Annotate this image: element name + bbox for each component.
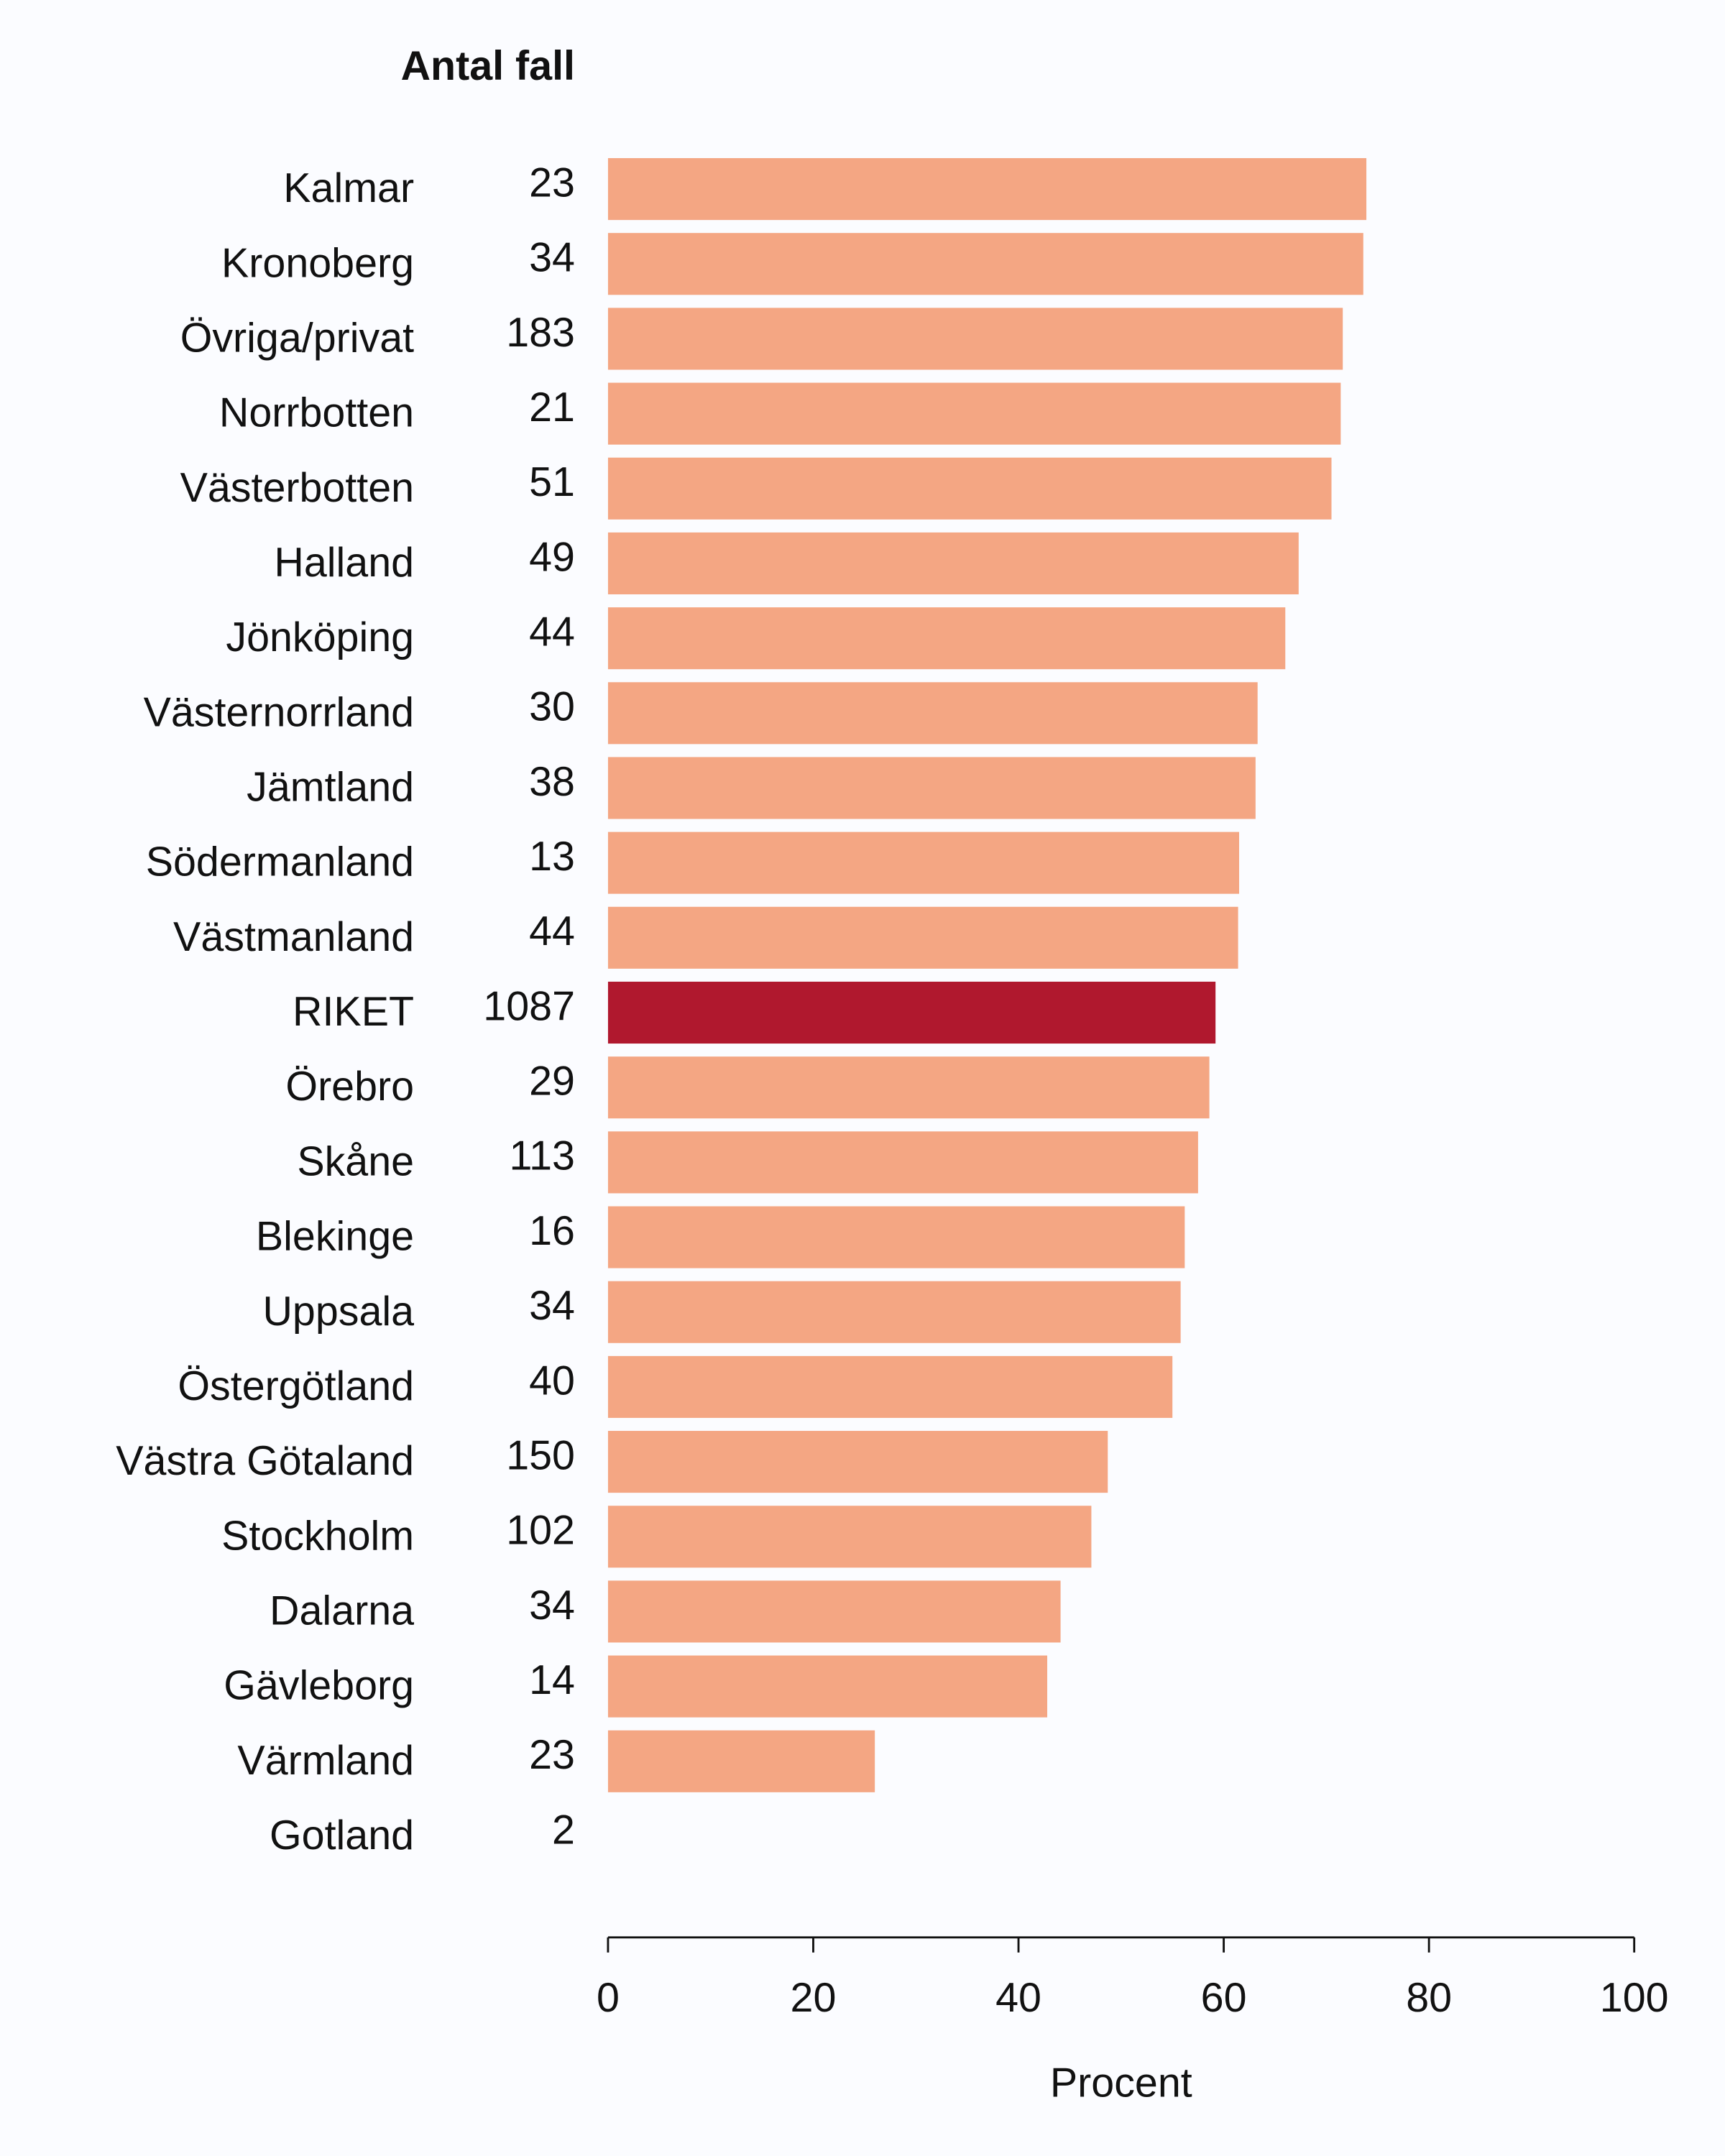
bar xyxy=(607,831,1240,894)
bar xyxy=(607,158,1367,221)
bar xyxy=(607,1506,1092,1568)
count-label: 16 xyxy=(529,1208,575,1254)
x-tick-label: 60 xyxy=(1201,1975,1247,2021)
category-label: Norrbotten xyxy=(219,390,414,436)
count-label: 29 xyxy=(529,1059,575,1105)
count-label: 44 xyxy=(529,609,575,655)
count-label: 13 xyxy=(529,834,575,880)
bar xyxy=(607,1580,1061,1643)
count-label: 38 xyxy=(529,759,575,805)
count-label: 51 xyxy=(529,459,575,505)
bar xyxy=(607,757,1256,819)
category-label: Kalmar xyxy=(283,165,414,211)
bar xyxy=(607,457,1332,520)
bar xyxy=(607,1730,875,1792)
category-label: Skåne xyxy=(297,1138,414,1184)
count-label: 44 xyxy=(529,908,575,954)
count-label: 49 xyxy=(529,534,575,580)
x-tick-label: 20 xyxy=(791,1975,837,2021)
count-label: 1087 xyxy=(483,983,575,1029)
category-label: Jönköping xyxy=(226,614,414,660)
x-tick-label: 40 xyxy=(995,1975,1041,2021)
count-label: 34 xyxy=(529,1583,575,1628)
x-tick-label: 100 xyxy=(1600,1975,1669,2021)
bar xyxy=(607,607,1286,670)
count-label: 183 xyxy=(506,310,575,356)
category-label: Östergötland xyxy=(178,1363,414,1409)
count-label: 150 xyxy=(506,1432,575,1478)
count-label: 14 xyxy=(529,1657,575,1703)
category-label: Övriga/privat xyxy=(180,315,414,361)
x-axis-label: Procent xyxy=(1050,2060,1192,2106)
category-label: Södermanland xyxy=(146,839,414,885)
category-label: Stockholm xyxy=(221,1513,414,1559)
category-label: RIKET xyxy=(293,989,414,1035)
category-label: Gotland xyxy=(270,1812,414,1858)
bar xyxy=(607,1056,1210,1119)
count-label: 102 xyxy=(506,1508,575,1554)
bar xyxy=(607,1281,1181,1343)
count-label: 2 xyxy=(552,1807,575,1853)
count-label: 21 xyxy=(529,384,575,430)
category-label: Västerbotten xyxy=(180,465,414,511)
category-label: Kronoberg xyxy=(221,240,414,286)
category-label: Halland xyxy=(274,540,414,586)
x-tick-label: 80 xyxy=(1406,1975,1452,2021)
category-label: Blekinge xyxy=(256,1214,414,1260)
category-label: Västra Götaland xyxy=(116,1438,414,1484)
bar xyxy=(607,308,1343,370)
count-label: 34 xyxy=(529,235,575,281)
category-label: Örebro xyxy=(285,1064,414,1110)
bar xyxy=(607,382,1341,445)
bar xyxy=(607,682,1258,745)
category-label: Dalarna xyxy=(270,1588,414,1634)
bar xyxy=(607,233,1363,295)
count-header: Antal fall xyxy=(401,43,575,89)
bar xyxy=(607,981,1216,1044)
count-label: 23 xyxy=(529,1732,575,1778)
count-label: 113 xyxy=(509,1133,575,1179)
count-label: 23 xyxy=(529,160,575,206)
category-label: Värmland xyxy=(237,1738,414,1784)
category-label: Västernorrland xyxy=(144,689,414,735)
category-label: Jämtland xyxy=(247,765,414,811)
bar xyxy=(607,1355,1173,1418)
category-label: Uppsala xyxy=(262,1289,414,1335)
count-label: 40 xyxy=(529,1358,575,1404)
bar xyxy=(607,1431,1108,1493)
x-tick-label: 0 xyxy=(597,1975,620,2021)
bar xyxy=(607,906,1238,969)
category-label: Gävleborg xyxy=(224,1663,414,1709)
bar xyxy=(607,1131,1198,1194)
bar xyxy=(607,1206,1185,1268)
count-label: 30 xyxy=(529,684,575,730)
count-label: 34 xyxy=(529,1283,575,1329)
bar xyxy=(607,1655,1048,1718)
category-label: Västmanland xyxy=(173,914,414,960)
bar xyxy=(607,532,1299,595)
